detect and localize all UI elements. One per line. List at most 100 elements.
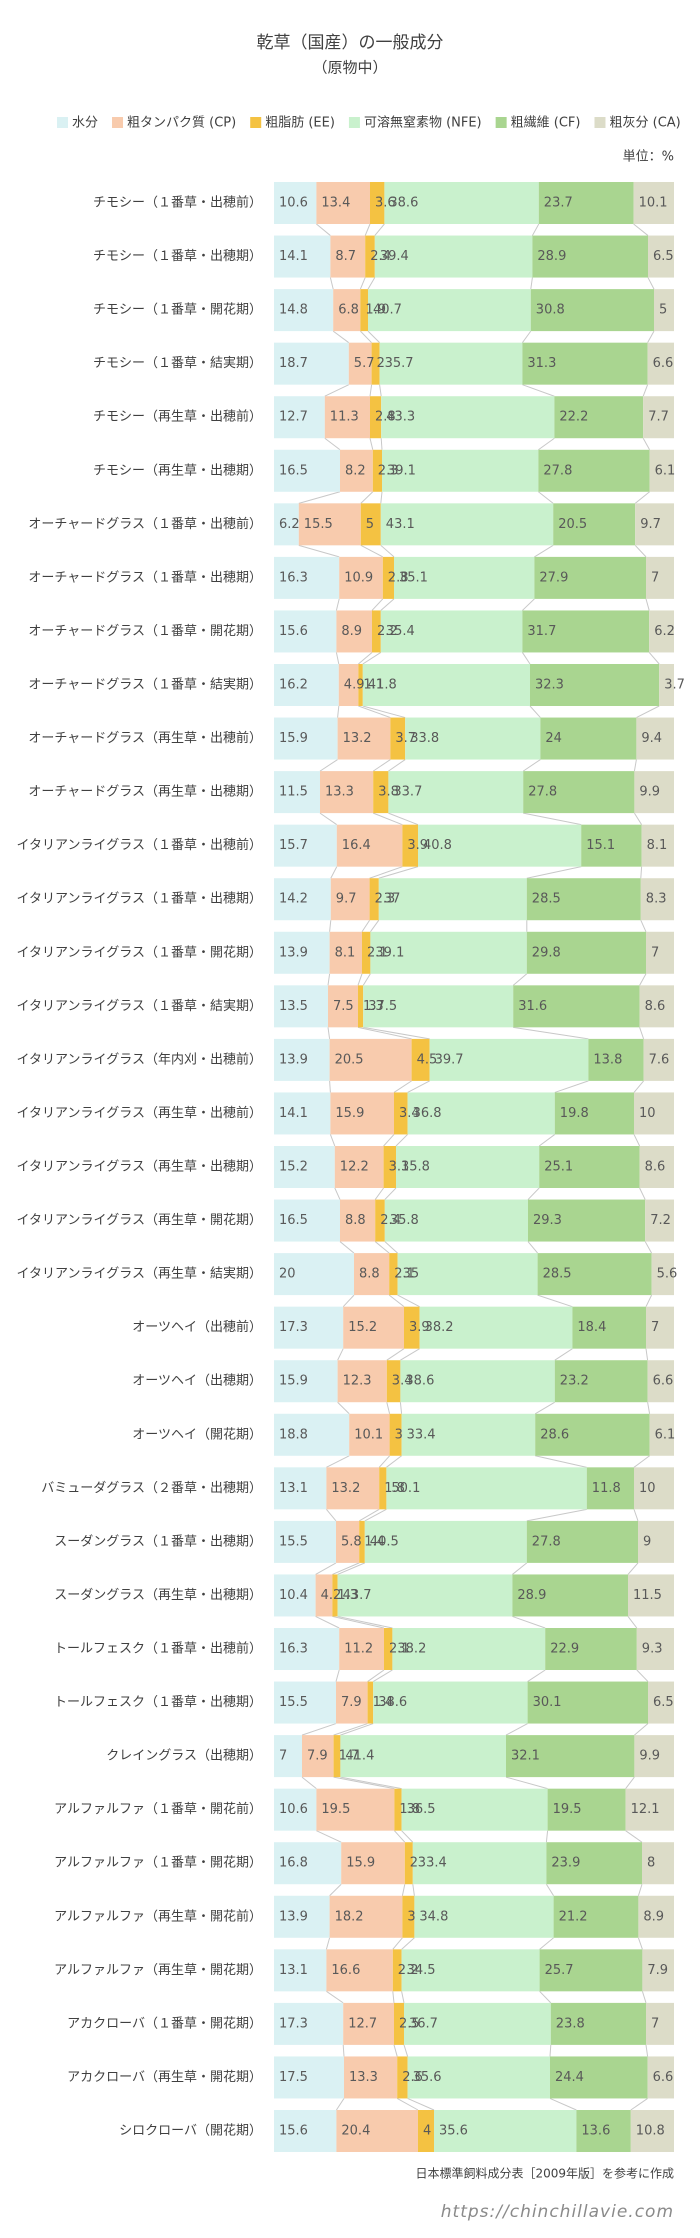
value-label: 2.2: [398, 1963, 419, 1978]
bar-segment: [642, 1949, 674, 1992]
bar-segment: [553, 1895, 639, 1938]
bar-segment: [274, 2056, 344, 2099]
bar-segment: [337, 1360, 387, 1403]
series-line: [395, 1134, 408, 1147]
bar-segment: [274, 1628, 340, 1670]
bar-segment: [639, 1146, 674, 1188]
bar-segment: [638, 1520, 674, 1563]
series-line: [647, 330, 655, 343]
bar-segment: [339, 1628, 384, 1670]
bar-segment: [340, 1199, 376, 1242]
series-line: [535, 1455, 587, 1468]
series-line: [639, 973, 647, 986]
value-label: 23.7: [544, 196, 573, 211]
value-label: 16.2: [279, 678, 308, 693]
value-label: 20: [279, 1267, 296, 1282]
series-line: [339, 1241, 355, 1254]
value-label: 20.4: [341, 2124, 370, 2139]
bar-segment: [358, 664, 363, 706]
bar-segment: [274, 342, 349, 385]
value-label: 35.8: [401, 1160, 430, 1175]
series-line: [394, 1830, 406, 1843]
bar-segment: [534, 556, 646, 599]
value-label: 6.5: [653, 1695, 674, 1710]
series-line: [319, 812, 338, 826]
value-label: 7: [651, 1320, 659, 1335]
bar-segment: [404, 1306, 420, 1349]
value-label: 7: [279, 1749, 287, 1764]
value-label: 8.9: [643, 1909, 664, 1924]
series-line: [639, 1027, 645, 1040]
series-line: [627, 1562, 639, 1575]
bar-segment: [527, 1681, 648, 1724]
bar-segment: [341, 1842, 405, 1885]
value-label: 35.1: [399, 570, 428, 585]
bar-segment: [370, 182, 385, 224]
legend-swatch: [57, 117, 68, 128]
bar-segment: [419, 1306, 573, 1349]
bar-segment: [274, 289, 334, 332]
bar-segment: [643, 396, 674, 439]
value-label: 15.9: [335, 1106, 364, 1121]
series-line: [545, 1830, 549, 1843]
category-label: アルファルファ（再生草・開花期）: [54, 1962, 262, 1978]
bar-segment: [407, 1092, 555, 1135]
series-line: [523, 812, 582, 826]
series-line: [539, 1990, 552, 2004]
bar-segment: [506, 1735, 635, 1778]
value-label: 39.1: [387, 463, 416, 478]
series-line: [522, 598, 535, 611]
series-line: [301, 1776, 317, 1790]
value-label: 3.8: [378, 785, 399, 800]
series-line: [386, 1455, 402, 1468]
value-label: 15.2: [348, 1320, 377, 1335]
series-line: [362, 973, 371, 986]
bar-segment: [625, 1788, 674, 1831]
value-label: 38.6: [405, 1374, 434, 1389]
bar-segment: [539, 1146, 640, 1188]
bar-segment: [380, 610, 523, 653]
bar-segment: [635, 503, 674, 546]
value-label: 7.9: [647, 1963, 668, 1978]
value-label: 23.9: [551, 1856, 580, 1871]
value-label: 7.5: [333, 999, 354, 1014]
value-label: 10.6: [279, 196, 308, 211]
value-label: 7.6: [649, 1052, 670, 1067]
bar-segment: [513, 985, 640, 1028]
value-label: 7: [651, 570, 659, 585]
value-label: 5: [659, 303, 667, 318]
value-label: 3.7: [664, 678, 685, 693]
series-line: [403, 2044, 409, 2057]
series-line: [374, 223, 385, 236]
series-line: [399, 1402, 403, 1414]
series-line: [645, 598, 650, 611]
bar-segment: [336, 610, 372, 653]
value-label: 11.3: [330, 410, 359, 425]
bar-segment: [336, 824, 403, 867]
series-line: [363, 1026, 430, 1040]
series-line: [332, 1562, 360, 1575]
value-label: 20.5: [335, 1052, 364, 1067]
value-label: 28.9: [517, 1588, 546, 1603]
value-label: 1.8: [384, 1481, 405, 1496]
series-line: [327, 973, 331, 986]
bar-segment: [330, 1092, 394, 1135]
value-label: 31.6: [518, 999, 547, 1014]
bar-segment: [274, 2110, 337, 2152]
bar-segment: [358, 985, 364, 1028]
series-line: [371, 598, 384, 611]
bar-segment: [394, 2002, 404, 2045]
value-label: 13.9: [279, 1052, 308, 1067]
bar-segment: [407, 2056, 550, 2099]
series-line: [512, 1615, 546, 1629]
series-line: [392, 1937, 403, 1950]
value-label: 2.6: [402, 2070, 423, 2085]
bar-segment: [646, 1306, 674, 1349]
value-label: 13.2: [343, 731, 372, 746]
series-line: [625, 1776, 635, 1789]
bar-segment: [649, 449, 674, 492]
category-label: オーチャードグラス（１番草・出穂期）: [28, 570, 262, 585]
series-line: [505, 1776, 548, 1790]
bar-segment: [386, 1360, 401, 1403]
